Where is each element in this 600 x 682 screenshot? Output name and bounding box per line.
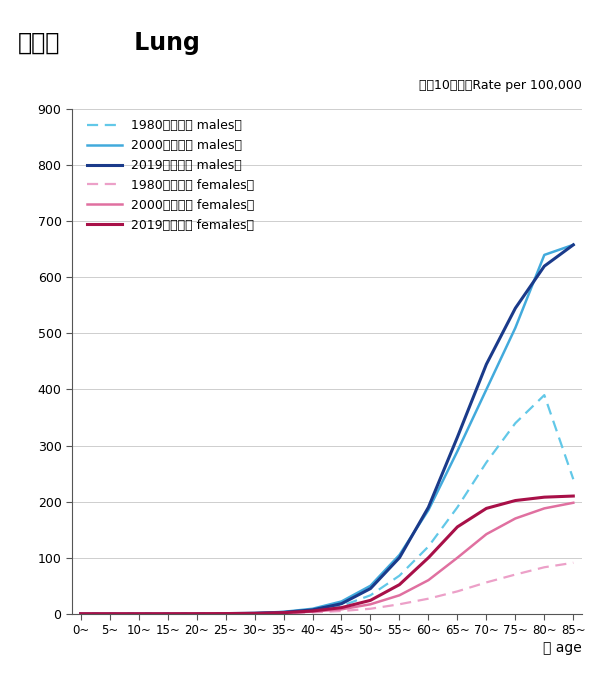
Legend: 1980　（男性 males）, 2000　（男性 males）, 2019　（男性 males）, 1980　（女性 females）, 2000　（女性 f: 1980 （男性 males）, 2000 （男性 males）, 2019 （… (82, 114, 259, 237)
Text: 人口10万対　Rate per 100,000: 人口10万対 Rate per 100,000 (419, 79, 582, 92)
Text: 肺がん: 肺がん (18, 31, 61, 55)
X-axis label: 歳 age: 歳 age (543, 641, 582, 655)
Text: Lung: Lung (126, 31, 200, 55)
